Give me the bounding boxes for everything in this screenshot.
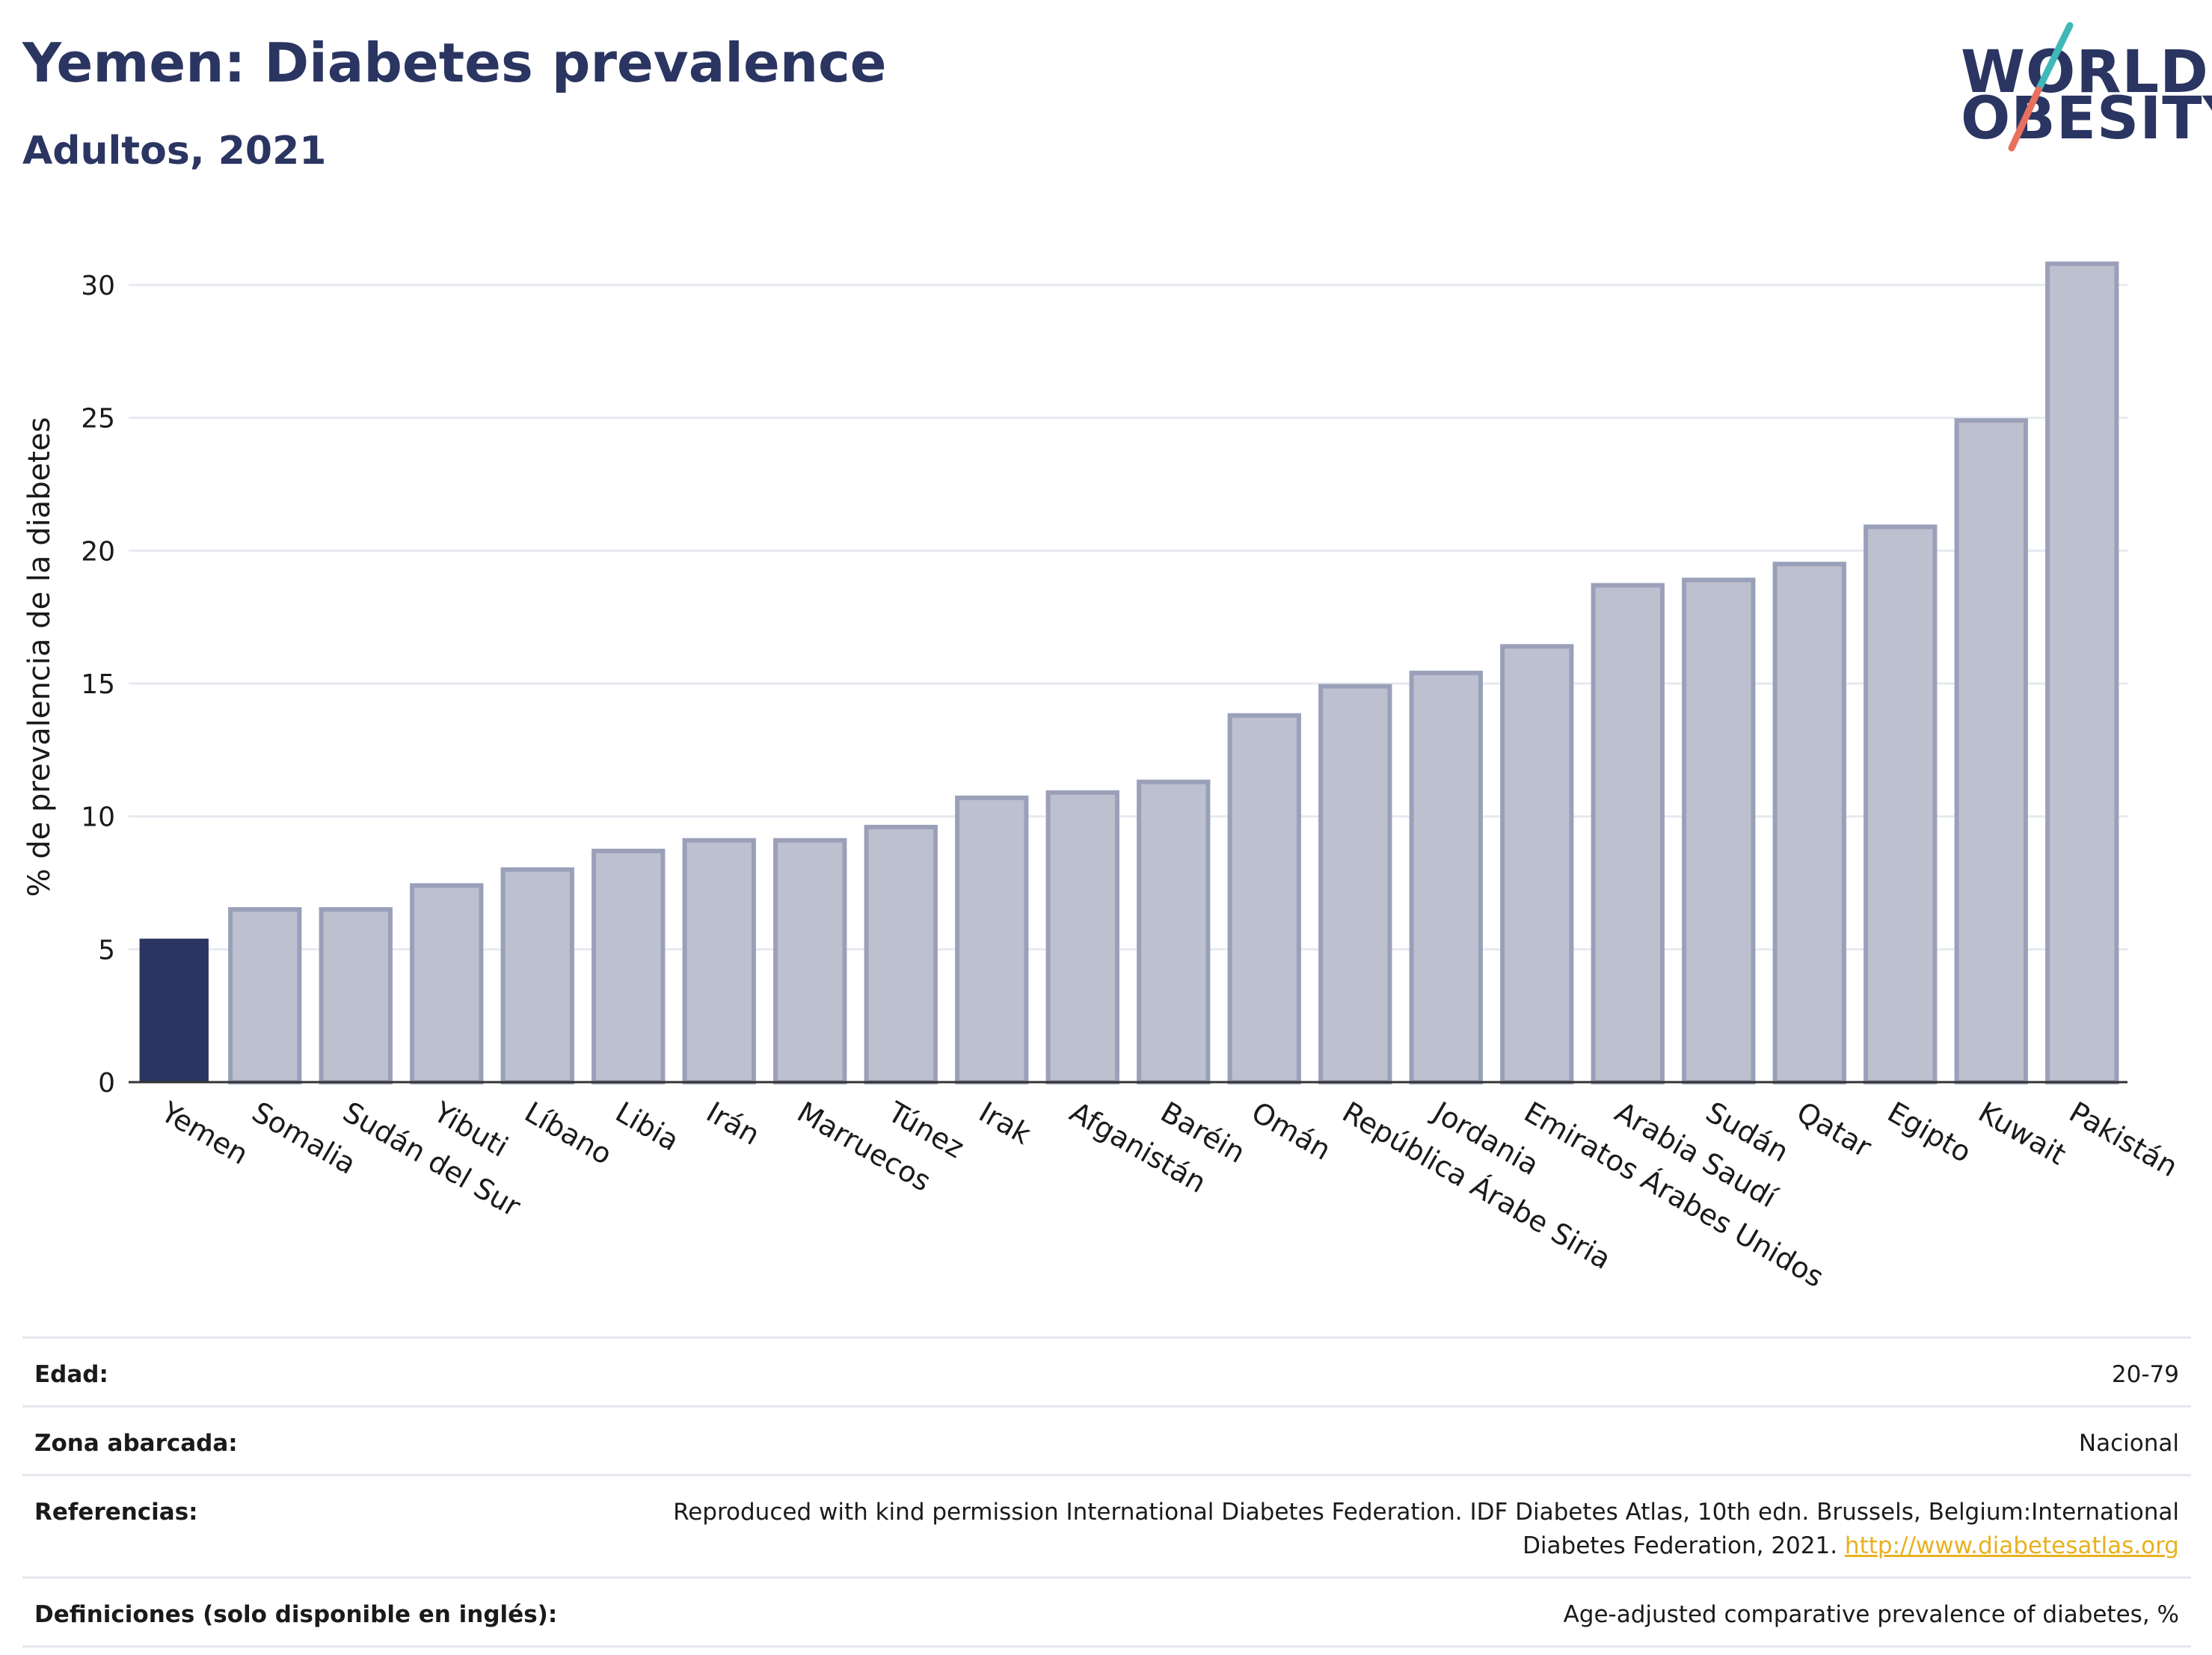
x-tick-label: Irak <box>974 1096 1036 1151</box>
bar-marruecos[interactable] <box>773 838 847 1085</box>
bar-kuwait[interactable] <box>1954 418 2028 1085</box>
x-tick-label: Omán <box>1246 1096 1336 1167</box>
logo-word-obesity: OBESITY <box>1961 85 2212 153</box>
x-tick-label: Libia <box>610 1096 685 1158</box>
x-tick-label: Líbano <box>519 1096 618 1171</box>
bar-afganistán[interactable] <box>1045 790 1119 1084</box>
bar-líbano[interactable] <box>500 867 574 1084</box>
x-tick-label: Qatar <box>1791 1096 1877 1164</box>
bar-somalia[interactable] <box>228 907 302 1084</box>
bar-irán[interactable] <box>682 838 756 1085</box>
x-tick-label: Yemen <box>155 1095 254 1171</box>
footer-row-age: Edad: 20-79 <box>22 1336 2191 1405</box>
bars <box>139 261 2119 1085</box>
references-value: Reproduced with kind permission Internat… <box>564 1496 2179 1563</box>
bar-irak[interactable] <box>955 795 1029 1084</box>
bar-república-árabe-siria[interactable] <box>1318 684 1392 1084</box>
y-tick-label: 5 <box>98 935 115 965</box>
references-text: Reproduced with kind permission Internat… <box>673 1498 2179 1559</box>
bar-omán[interactable] <box>1227 713 1301 1084</box>
age-label: Edad: <box>34 1361 108 1388</box>
logo-word-world: WORLD <box>1961 39 2209 106</box>
bar-túnez[interactable] <box>864 824 938 1085</box>
x-tick-label: Egipto <box>1882 1096 1977 1170</box>
y-tick-label: 30 <box>81 271 115 301</box>
bar-egipto[interactable] <box>1864 524 1938 1085</box>
chart-title: Yemen: Diabetes prevalence <box>22 31 887 94</box>
age-value: 20-79 <box>2111 1361 2179 1388</box>
bar-yibuti[interactable] <box>410 883 484 1084</box>
references-label: Referencias: <box>34 1498 198 1526</box>
y-axis-label: % de prevalencia de la diabetes <box>22 417 57 897</box>
metadata-table: Edad: 20-79 Zona abarcada: Nacional Refe… <box>22 1336 2191 1648</box>
y-tick-label: 20 <box>81 536 115 567</box>
y-tick-label: 10 <box>81 802 115 833</box>
x-tick-label: Somalia <box>247 1096 362 1181</box>
bar-yemen[interactable] <box>139 939 209 1082</box>
definitions-label: Definiciones (solo disponible en inglés)… <box>34 1600 558 1628</box>
y-tick-label: 25 <box>81 404 115 435</box>
y-tick-label: 15 <box>81 669 115 700</box>
footer-row-definitions: Definiciones (solo disponible en inglés)… <box>22 1576 2191 1648</box>
x-tick-label: Kuwait <box>1973 1096 2071 1172</box>
y-tick-labels: 0 5 10 15 20 25 30 <box>81 271 115 1099</box>
x-tick-label: Pakistán <box>2064 1096 2184 1184</box>
bar-sudán-del-sur[interactable] <box>319 907 393 1084</box>
footer-row-coverage: Zona abarcada: Nacional <box>22 1404 2191 1474</box>
bar-arabia-saudí[interactable] <box>1591 583 1665 1084</box>
references-link[interactable]: http://www.diabetesatlas.org <box>1844 1532 2179 1559</box>
bar-baréin[interactable] <box>1137 779 1211 1084</box>
bar-sudán[interactable] <box>1682 577 1756 1084</box>
bar-emiratos-árabes-unidos[interactable] <box>1500 644 1574 1084</box>
bar-pakistán[interactable] <box>2045 261 2119 1085</box>
x-tick-label: Irán <box>701 1096 765 1152</box>
bar-libia[interactable] <box>592 848 666 1084</box>
footer-row-references: Referencias: Reproduced with kind permis… <box>22 1473 2191 1576</box>
coverage-value: Nacional <box>2078 1429 2179 1457</box>
y-tick-label: 0 <box>98 1068 115 1099</box>
bar-jordania[interactable] <box>1409 670 1483 1084</box>
bar-qatar[interactable] <box>1772 562 1846 1084</box>
coverage-label: Zona abarcada: <box>34 1429 238 1457</box>
chart-subtitle: Adultos, 2021 <box>22 129 327 174</box>
logo-slash-icon <box>2008 22 2074 152</box>
definitions-value: Age-adjusted comparative prevalence of d… <box>1563 1600 2179 1628</box>
